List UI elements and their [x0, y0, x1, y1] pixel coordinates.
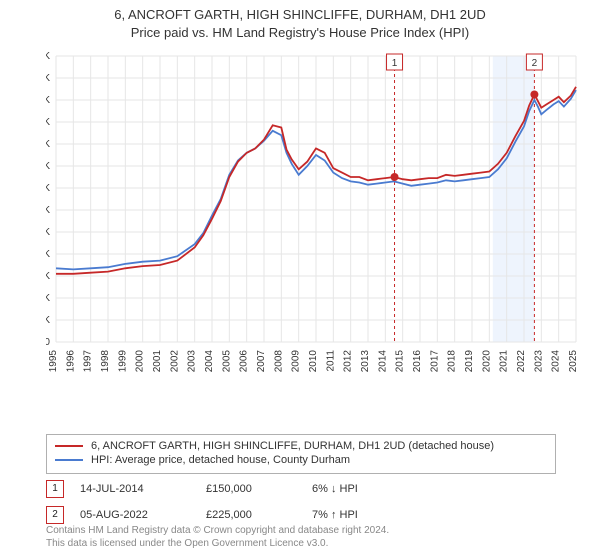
svg-text:1998: 1998: [100, 350, 111, 373]
svg-text:£180K: £180K: [46, 139, 50, 150]
svg-text:2015: 2015: [395, 350, 406, 373]
svg-text:2001: 2001: [152, 350, 163, 373]
title-address: 6, ANCROFT GARTH, HIGH SHINCLIFFE, DURHA…: [0, 6, 600, 24]
svg-text:1995: 1995: [48, 350, 59, 373]
svg-text:£80K: £80K: [46, 249, 50, 260]
svg-text:2017: 2017: [429, 350, 440, 373]
legend-label-property: 6, ANCROFT GARTH, HIGH SHINCLIFFE, DURHA…: [91, 440, 494, 452]
svg-text:2023: 2023: [533, 350, 544, 373]
svg-text:£0: £0: [46, 337, 50, 348]
sale-index-badge: 1: [46, 480, 64, 498]
svg-text:2011: 2011: [325, 350, 336, 372]
svg-text:2024: 2024: [551, 350, 562, 373]
sale-price: £150,000: [206, 483, 296, 495]
svg-text:2013: 2013: [360, 350, 371, 373]
svg-text:£220K: £220K: [46, 95, 50, 106]
svg-text:2021: 2021: [499, 350, 510, 373]
footer-licence: This data is licensed under the Open Gov…: [46, 537, 556, 550]
chart-svg: £0 £20K £40K £60K £80K £100K £120K £140K £160K £1…: [46, 50, 586, 390]
svg-text:£120K: £120K: [46, 205, 50, 216]
svg-text:2005: 2005: [221, 350, 232, 373]
svg-text:2002: 2002: [169, 350, 180, 373]
svg-text:1996: 1996: [65, 350, 76, 373]
svg-text:2006: 2006: [239, 350, 250, 373]
svg-text:2000: 2000: [135, 350, 146, 373]
legend-row: HPI: Average price, detached house, Coun…: [55, 453, 547, 467]
svg-text:2008: 2008: [273, 350, 284, 373]
svg-text:£40K: £40K: [46, 293, 50, 304]
svg-text:£260K: £260K: [46, 51, 50, 62]
svg-text:2019: 2019: [464, 350, 475, 373]
svg-text:£140K: £140K: [46, 183, 50, 194]
footer: Contains HM Land Registry data © Crown c…: [46, 524, 556, 550]
svg-text:2007: 2007: [256, 350, 267, 373]
chart-area: £0 £20K £40K £60K £80K £100K £120K £140K £160K £1…: [46, 50, 586, 390]
svg-text:1: 1: [392, 58, 398, 69]
svg-text:2022: 2022: [516, 350, 527, 373]
legend-box: 6, ANCROFT GARTH, HIGH SHINCLIFFE, DURHA…: [46, 434, 556, 474]
svg-text:1999: 1999: [117, 350, 128, 373]
svg-text:2016: 2016: [412, 350, 423, 373]
title-subtitle: Price paid vs. HM Land Registry's House …: [0, 24, 600, 42]
sale-diff: 7% ↑ HPI: [312, 509, 556, 521]
legend-swatch-property: [55, 445, 83, 447]
svg-text:1997: 1997: [83, 350, 94, 373]
svg-text:£60K: £60K: [46, 271, 50, 282]
svg-text:2018: 2018: [447, 350, 458, 373]
legend-label-hpi: HPI: Average price, detached house, Coun…: [91, 454, 350, 466]
sale-row: 1 14-JUL-2014 £150,000 6% ↓ HPI: [46, 476, 556, 502]
sale-index-badge: 2: [46, 506, 64, 524]
sale-diff: 6% ↓ HPI: [312, 483, 556, 495]
svg-text:2009: 2009: [291, 350, 302, 373]
svg-text:2: 2: [532, 58, 538, 69]
svg-text:2004: 2004: [204, 350, 215, 373]
svg-text:£100K: £100K: [46, 227, 50, 238]
svg-text:£200K: £200K: [46, 117, 50, 128]
svg-text:2020: 2020: [481, 350, 492, 373]
svg-text:2014: 2014: [377, 350, 388, 373]
svg-text:£20K: £20K: [46, 315, 50, 326]
sale-date: 05-AUG-2022: [80, 509, 190, 521]
title-block: 6, ANCROFT GARTH, HIGH SHINCLIFFE, DURHA…: [0, 0, 600, 41]
svg-text:£160K: £160K: [46, 161, 50, 172]
sales-table: 1 14-JUL-2014 £150,000 6% ↓ HPI 2 05-AUG…: [46, 476, 556, 528]
svg-text:2012: 2012: [343, 350, 354, 373]
legend-swatch-hpi: [55, 459, 83, 461]
sale-price: £225,000: [206, 509, 296, 521]
svg-text:2025: 2025: [568, 350, 579, 373]
chart-container: 6, ANCROFT GARTH, HIGH SHINCLIFFE, DURHA…: [0, 0, 600, 560]
svg-text:2003: 2003: [187, 350, 198, 373]
footer-copyright: Contains HM Land Registry data © Crown c…: [46, 524, 556, 537]
sale-date: 14-JUL-2014: [80, 483, 190, 495]
svg-text:£240K: £240K: [46, 73, 50, 84]
svg-text:2010: 2010: [308, 350, 319, 373]
legend-row: 6, ANCROFT GARTH, HIGH SHINCLIFFE, DURHA…: [55, 439, 547, 453]
